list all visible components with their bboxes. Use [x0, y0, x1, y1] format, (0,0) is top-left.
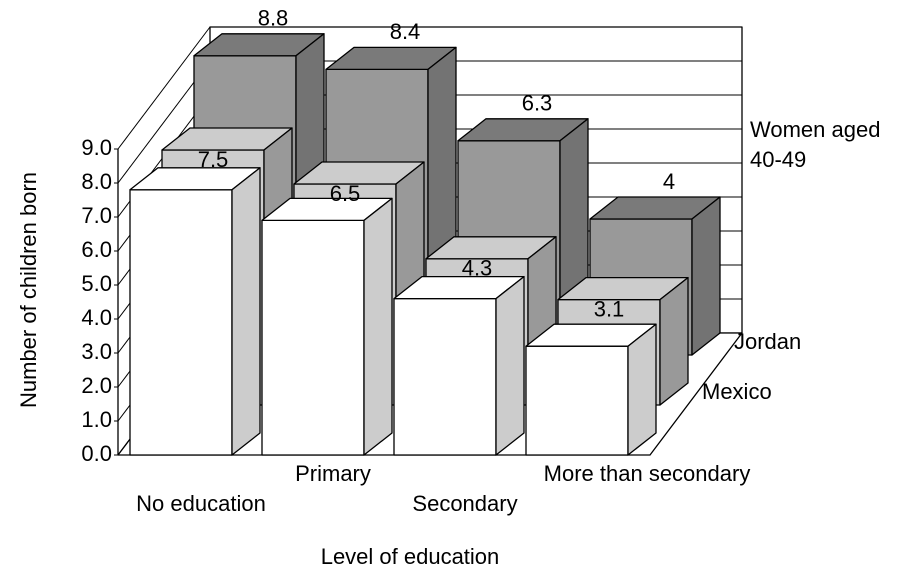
- bar-side: [691, 196, 721, 356]
- bar-front: [261, 219, 365, 456]
- data-label: 3.1: [594, 296, 625, 321]
- data-label: 8.4: [390, 19, 421, 44]
- y-tick-label: 7.0: [81, 203, 112, 228]
- bar-side: [627, 323, 657, 456]
- data-label: 7.5: [198, 147, 229, 172]
- y-tick-label: 2.0: [81, 373, 112, 398]
- depth-label: Jordan: [734, 329, 801, 354]
- annotation: Women aged 40-49: [750, 117, 881, 172]
- y-tick-label: 0.0: [81, 441, 112, 466]
- y-tick-label: 5.0: [81, 271, 112, 296]
- bar-side: [495, 275, 525, 456]
- x-tick-label: Secondary: [412, 491, 517, 516]
- data-label: 4.3: [462, 256, 493, 281]
- x-tick-label: No education: [136, 491, 266, 516]
- data-label: 6.3: [522, 91, 553, 116]
- y-tick-label: 3.0: [81, 339, 112, 364]
- x-axis-label: Level of education: [321, 544, 500, 569]
- y-tick-label: 9.0: [81, 135, 112, 160]
- data-label: 8.8: [258, 6, 289, 31]
- y-tick-label: 4.0: [81, 305, 112, 330]
- y-tick-label: 8.0: [81, 169, 112, 194]
- bar-side: [363, 197, 393, 456]
- bar-front: [129, 189, 233, 456]
- grid-line: [117, 26, 211, 150]
- bar-side: [659, 276, 689, 406]
- y-tick-label: 1.0: [81, 407, 112, 432]
- bar-front: [525, 345, 629, 456]
- bar-front: [393, 297, 497, 456]
- x-tick-label: Primary: [295, 461, 371, 486]
- x-tick-label: More than secondary: [544, 461, 751, 486]
- data-label: 4: [663, 169, 675, 194]
- bar-side: [231, 167, 261, 456]
- depth-label: Mexico: [702, 379, 772, 404]
- data-label: 6.5: [330, 181, 361, 206]
- y-axis-label: Number of children born: [16, 172, 41, 408]
- y-tick-label: 6.0: [81, 237, 112, 262]
